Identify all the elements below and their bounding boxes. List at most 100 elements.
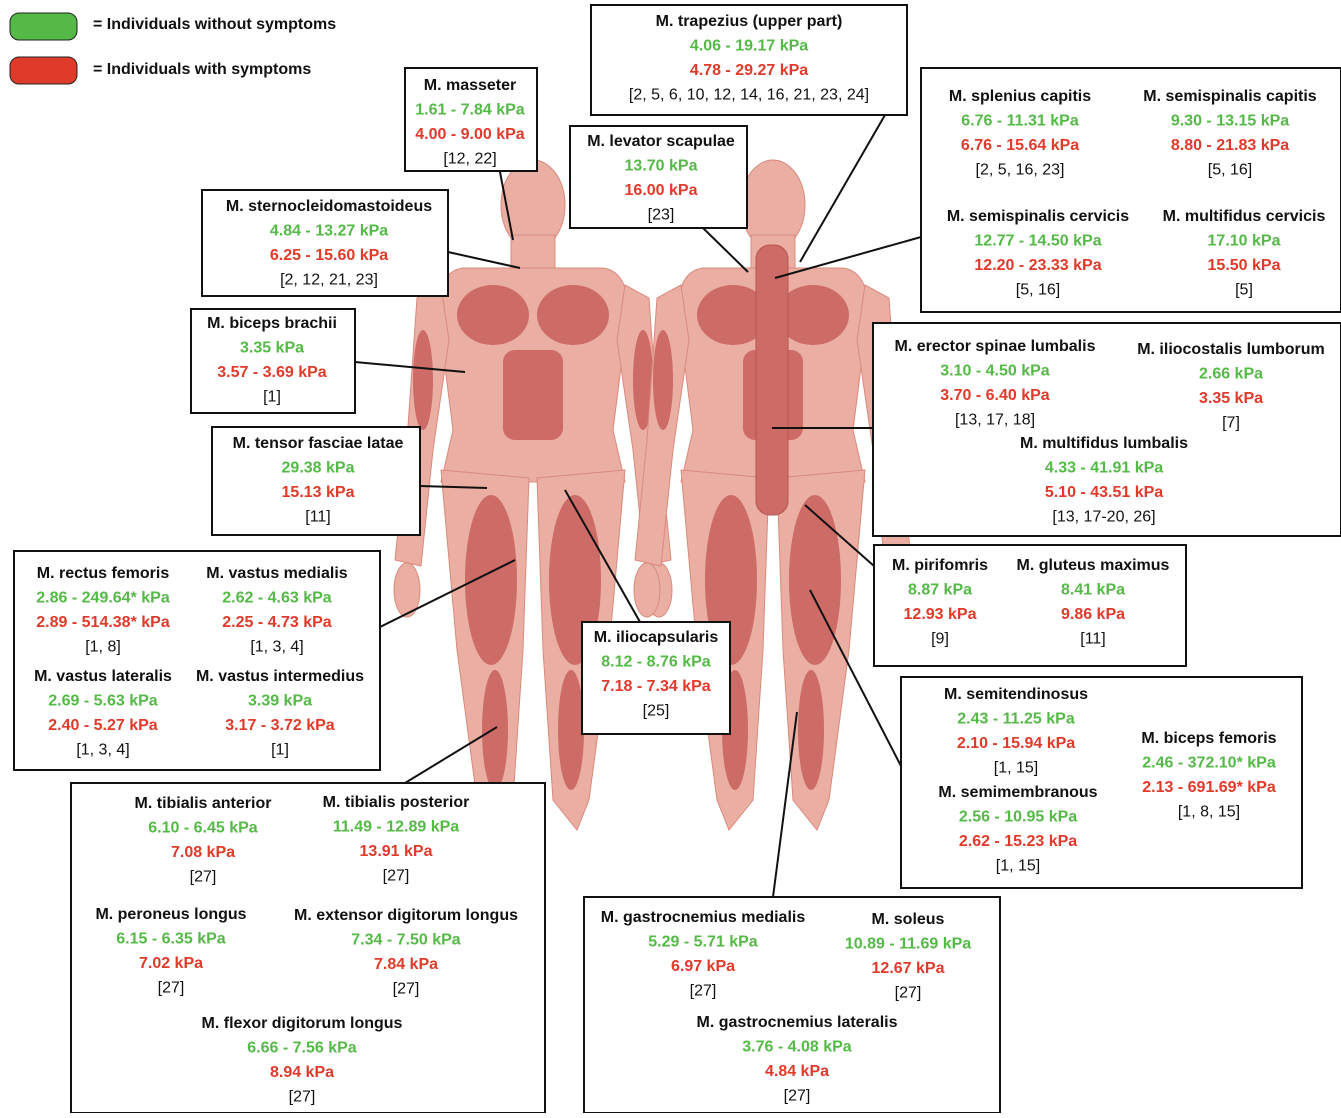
muscle-name: M. semitendinosus xyxy=(944,686,1088,703)
references: [5, 16] xyxy=(1208,162,1252,179)
value-without-symptoms: 2.46 - 372.10* kPa xyxy=(1142,755,1276,772)
value-without-symptoms: 2.66 kPa xyxy=(1199,366,1263,383)
references: [1] xyxy=(271,742,289,759)
references: [27] xyxy=(784,1088,811,1105)
references: [11] xyxy=(1080,631,1106,648)
muscle-name: M. tibialis anterior xyxy=(135,795,272,812)
references: [5, 16] xyxy=(1016,282,1060,299)
value-with-symptoms: 7.84 kPa xyxy=(374,956,438,973)
value-without-symptoms: 2.86 - 249.64* kPa xyxy=(36,590,170,607)
muscle-name: M. vastus medialis xyxy=(206,565,347,582)
value-with-symptoms: 5.10 - 43.51 kPa xyxy=(1045,484,1163,501)
connector xyxy=(448,252,520,268)
legend-label: = Individuals with symptoms xyxy=(93,61,311,78)
muscle-name: M. pirifomris xyxy=(892,557,988,574)
value-without-symptoms: 6.76 - 11.31 kPa xyxy=(961,113,1079,130)
value-without-symptoms: 3.10 - 4.50 kPa xyxy=(940,363,1050,380)
muscle-name: M. multifidus cervicis xyxy=(1163,208,1326,225)
value-without-symptoms: 2.62 - 4.63 kPa xyxy=(222,590,332,607)
references: [23] xyxy=(648,207,675,224)
body-muscle xyxy=(798,670,824,790)
value-without-symptoms: 6.66 - 7.56 kPa xyxy=(247,1040,357,1057)
body-spine xyxy=(756,245,788,515)
muscle-name: M. iliocostalis lumborum xyxy=(1137,341,1325,358)
value-without-symptoms: 11.49 - 12.89 kPa xyxy=(333,819,459,836)
connector xyxy=(703,228,748,272)
body-muscle xyxy=(503,350,563,440)
value-without-symptoms: 6.15 - 6.35 kPa xyxy=(116,931,226,948)
value-with-symptoms: 8.94 kPa xyxy=(270,1064,334,1081)
references: [13, 17-20, 26] xyxy=(1052,509,1155,526)
legend-label: = Individuals without symptoms xyxy=(93,16,336,33)
muscle-name: M. vastus lateralis xyxy=(34,668,172,685)
muscle-box xyxy=(14,551,380,770)
muscle-name: M. peroneus longus xyxy=(95,906,246,923)
references: [27] xyxy=(690,983,717,1000)
muscle-name: M. semimembranous xyxy=(938,784,1097,801)
value-with-symptoms: 7.18 - 7.34 kPa xyxy=(601,678,711,695)
value-without-symptoms: 17.10 kPa xyxy=(1208,233,1281,250)
references: [27] xyxy=(289,1089,316,1106)
muscle-name: M. extensor digitorum longus xyxy=(294,907,518,924)
references: [9] xyxy=(931,631,949,648)
value-without-symptoms: 2.69 - 5.63 kPa xyxy=(48,693,158,710)
body-muscle xyxy=(653,330,673,430)
references: [27] xyxy=(393,981,420,998)
muscle-name: M. erector spinae lumbalis xyxy=(895,338,1096,355)
body-muscle xyxy=(413,330,433,430)
references: [27] xyxy=(383,868,410,885)
muscle-name: M. biceps femoris xyxy=(1141,730,1276,747)
value-with-symptoms: 3.35 kPa xyxy=(1199,390,1263,407)
value-without-symptoms: 2.56 - 10.95 kPa xyxy=(959,809,1077,826)
value-with-symptoms: 7.08 kPa xyxy=(171,844,235,861)
value-with-symptoms: 15.13 kPa xyxy=(282,484,355,501)
muscle-name: M. multifidus lumbalis xyxy=(1020,435,1188,452)
value-without-symptoms: 4.06 - 19.17 kPa xyxy=(690,38,808,55)
value-without-symptoms: 6.10 - 6.45 kPa xyxy=(148,820,258,837)
value-with-symptoms: 4.84 kPa xyxy=(765,1063,829,1080)
body-muscle xyxy=(558,670,584,790)
value-without-symptoms: 3.76 - 4.08 kPa xyxy=(742,1039,852,1056)
muscle-name: M. gluteus maximus xyxy=(1017,557,1170,574)
body-hand xyxy=(634,563,660,617)
references: [2, 12, 21, 23] xyxy=(280,272,378,289)
muscle-name: M. tensor fasciae latae xyxy=(233,435,404,452)
references: [27] xyxy=(895,985,922,1002)
muscle-name: M. gastrocnemius lateralis xyxy=(697,1014,898,1031)
references: [1, 3, 4] xyxy=(76,742,129,759)
body-muscle xyxy=(457,285,529,345)
muscle-name: M. biceps brachii xyxy=(207,315,337,332)
muscle-name: M. semispinalis cervicis xyxy=(947,208,1129,225)
value-with-symptoms: 8.80 - 21.83 kPa xyxy=(1171,137,1289,154)
references: [1, 15] xyxy=(996,858,1040,875)
references: [1, 8, 15] xyxy=(1178,804,1240,821)
muscle-name: M. trapezius (upper part) xyxy=(656,13,843,30)
body-muscle xyxy=(537,285,609,345)
references: [27] xyxy=(190,869,217,886)
muscle-name: M. gastrocnemius medialis xyxy=(601,909,806,926)
value-with-symptoms: 6.25 - 15.60 kPa xyxy=(270,247,388,264)
value-without-symptoms: 29.38 kPa xyxy=(282,460,355,477)
muscle-name: M. rectus femoris xyxy=(37,565,170,582)
value-with-symptoms: 3.17 - 3.72 kPa xyxy=(225,717,335,734)
value-without-symptoms: 7.34 - 7.50 kPa xyxy=(351,932,461,949)
muscle-name: M. iliocapsularis xyxy=(594,629,719,646)
value-with-symptoms: 12.93 kPa xyxy=(904,606,977,623)
references: [1, 15] xyxy=(994,760,1038,777)
value-without-symptoms: 3.35 kPa xyxy=(240,340,304,357)
value-without-symptoms: 4.33 - 41.91 kPa xyxy=(1045,460,1163,477)
muscle-box xyxy=(584,897,1000,1113)
legend-swatch xyxy=(10,13,77,40)
value-without-symptoms: 13.70 kPa xyxy=(625,158,698,175)
value-with-symptoms: 7.02 kPa xyxy=(139,955,203,972)
value-with-symptoms: 6.97 kPa xyxy=(671,958,735,975)
body-muscle xyxy=(482,670,508,790)
diagram: = Individuals without symptoms = Individ… xyxy=(0,0,1341,1113)
references: [11] xyxy=(305,509,331,526)
references: [5] xyxy=(1235,282,1253,299)
references: [1, 8] xyxy=(85,639,121,656)
value-without-symptoms: 4.84 - 13.27 kPa xyxy=(270,223,388,240)
references: [13, 17, 18] xyxy=(955,412,1035,429)
references: [1] xyxy=(263,389,281,406)
value-with-symptoms: 2.89 - 514.38* kPa xyxy=(36,614,170,631)
